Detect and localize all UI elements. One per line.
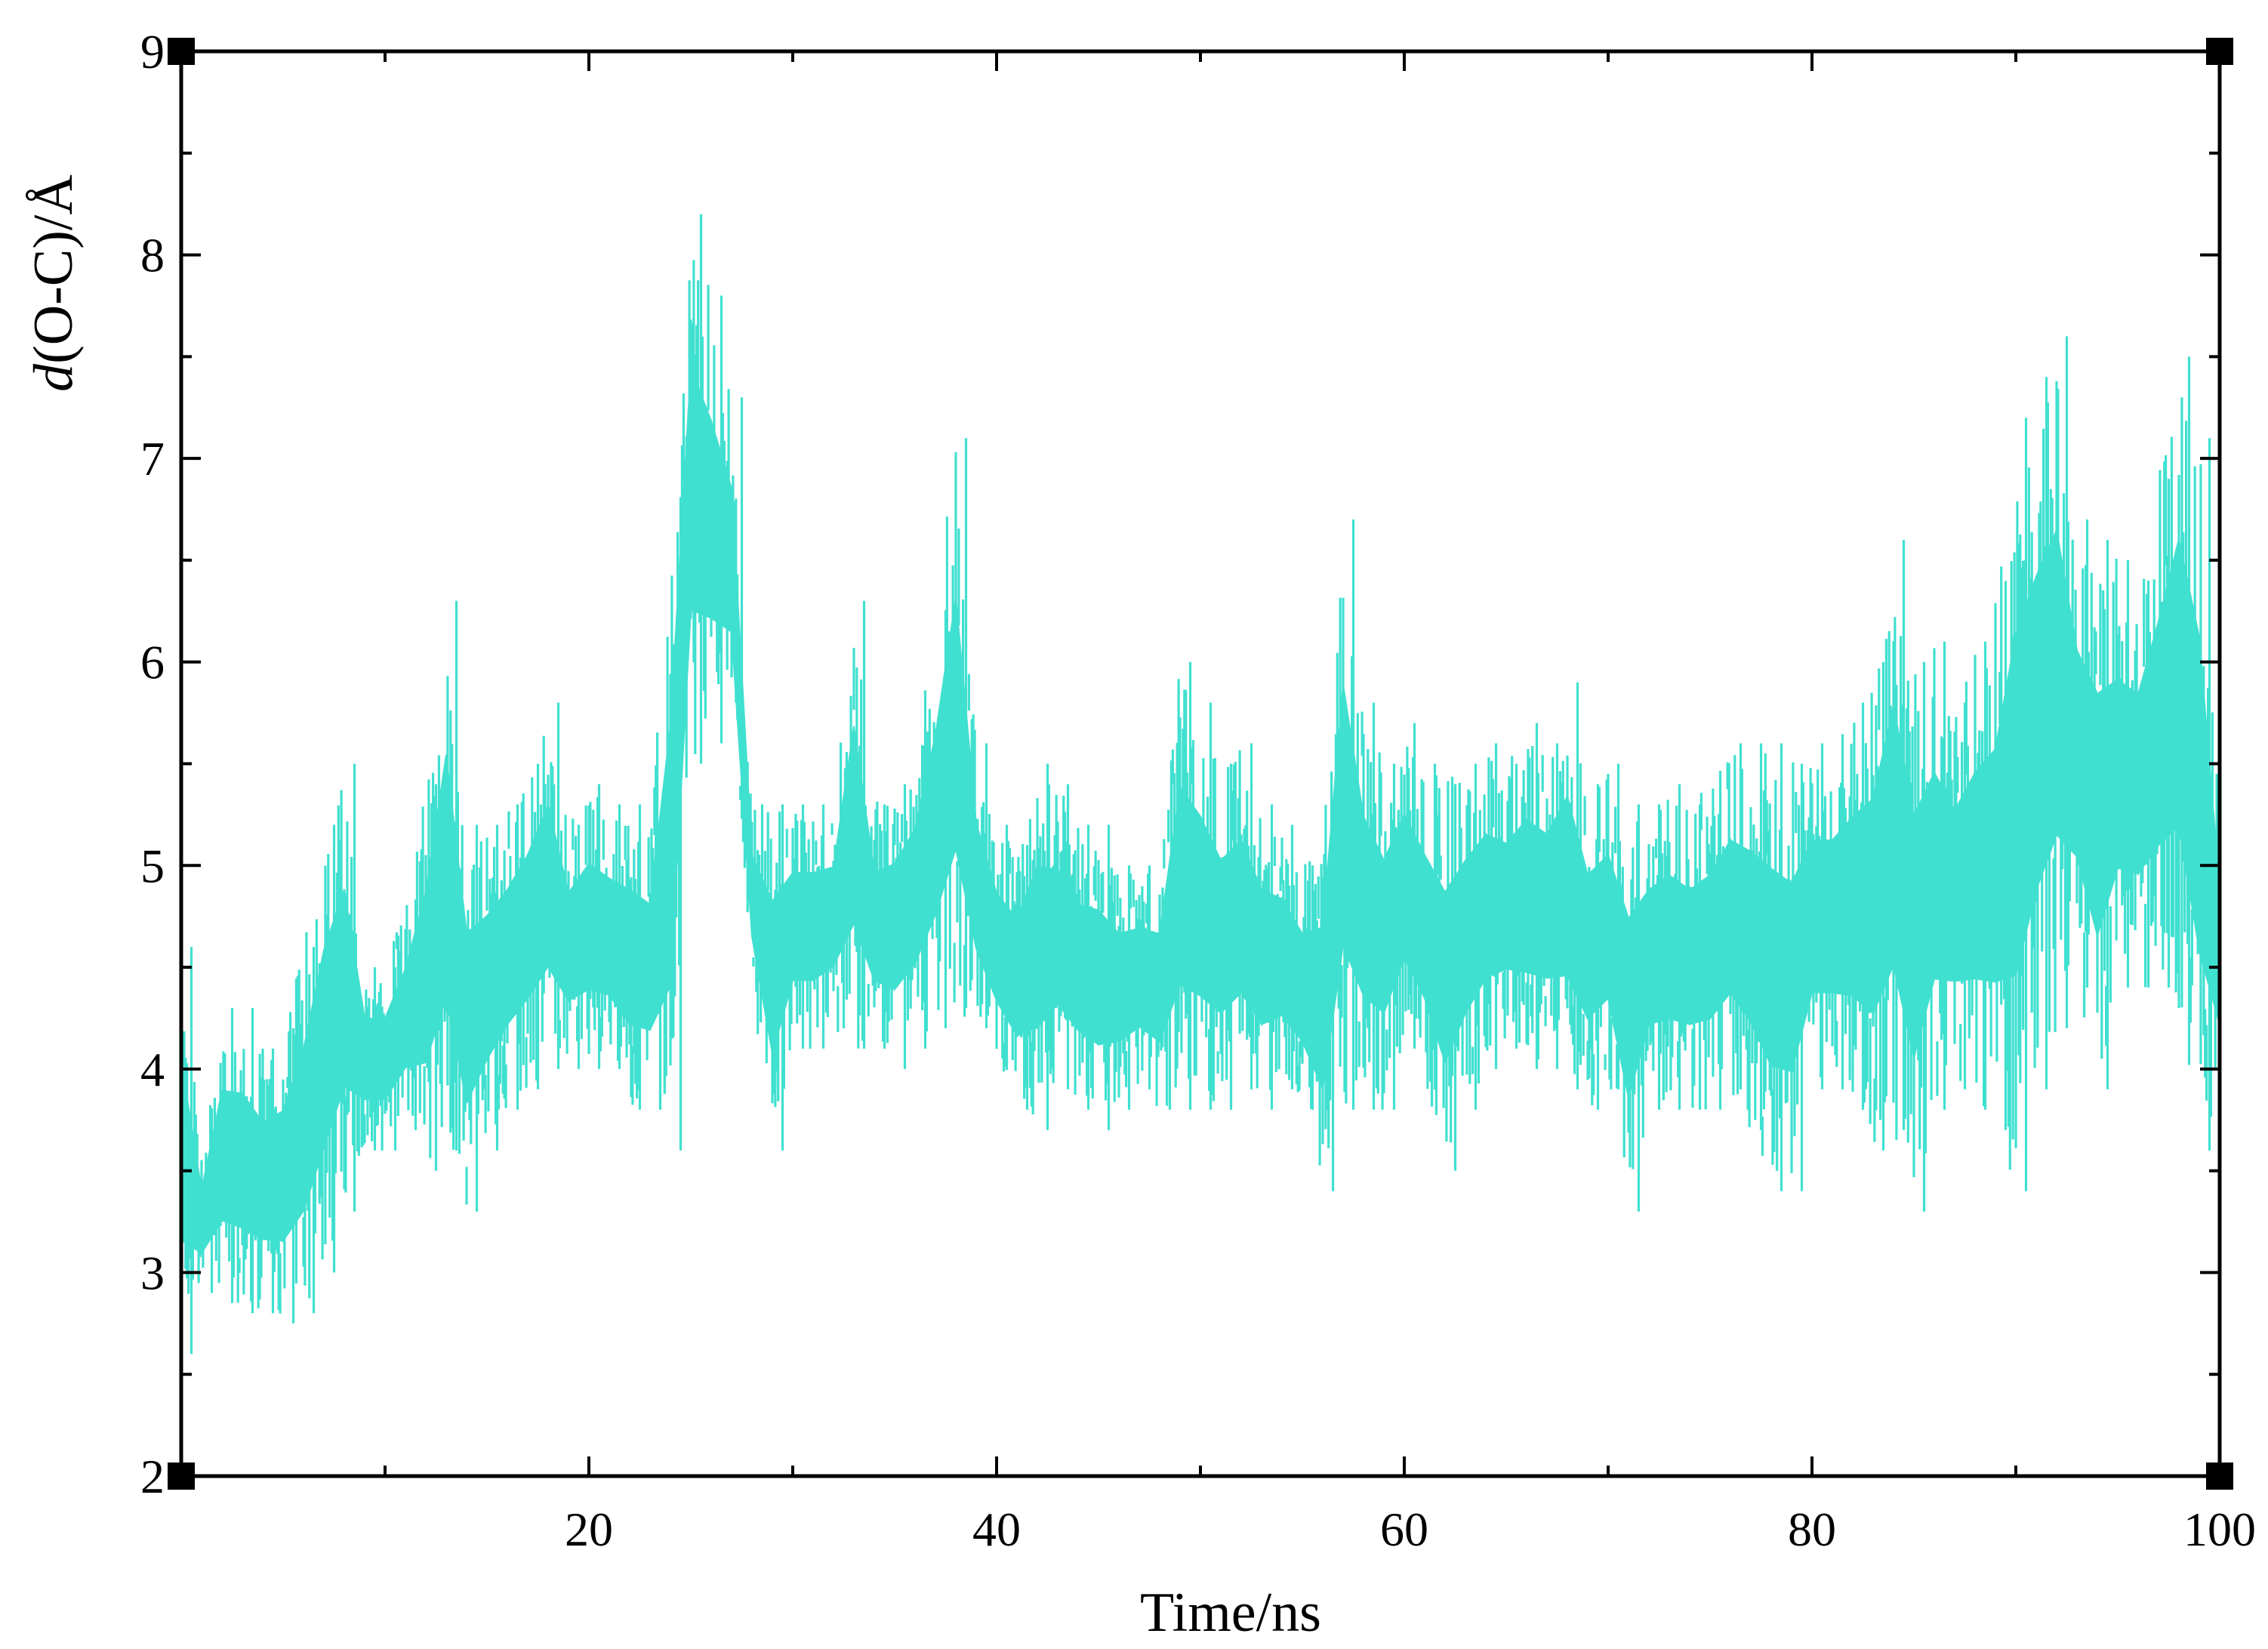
corner-marker [168, 1463, 195, 1490]
data-core-band-segment [1974, 747, 1996, 983]
x-axis-label: Time/ns [1140, 1582, 1321, 1644]
data-core-band-segment [1852, 797, 1874, 1016]
data-core-band-segment [2117, 678, 2139, 875]
x-tick-label: 80 [1788, 1503, 1836, 1556]
x-tick-label: 100 [2183, 1503, 2256, 1556]
y-tick-label: 9 [140, 25, 165, 79]
y-tick-label: 6 [140, 636, 165, 689]
data-core-band-segment [812, 866, 834, 982]
y-axis-label-rest: (O-C)/Å [23, 174, 85, 364]
y-tick-label: 4 [140, 1043, 165, 1096]
data-core-band-segment [2035, 529, 2057, 890]
y-axis-label: d(O-C)/Å [23, 174, 85, 392]
data-core-band-segment [1220, 838, 1242, 1015]
data-core-band-segment [1098, 908, 1120, 1046]
data-core-band-segment [1526, 818, 1548, 979]
data-core-band-segment [1730, 839, 1752, 1025]
data-core-band-segment [1179, 784, 1201, 997]
data-core-band-segment [1485, 833, 1507, 979]
data-core-band-segment [1934, 772, 1955, 982]
y-tick-label: 3 [140, 1246, 165, 1299]
data-core-band-segment [1770, 867, 1792, 1073]
x-tick-label: 20 [565, 1503, 613, 1556]
y-tick-label: 8 [140, 229, 165, 282]
data-core-band-segment [1811, 839, 1833, 994]
axis-tick-labels: 20 40 60 80 100 2 3 4 5 6 7 8 9 [140, 25, 2256, 1556]
y-axis-label-italic: d [23, 363, 85, 392]
data-core-band-segment [1077, 903, 1099, 1046]
series-layer [180, 214, 2220, 1355]
data-core-band-segment [1669, 874, 1690, 1025]
data-core-band-segment [1139, 926, 1160, 1043]
corner-marker [2206, 38, 2233, 65]
data-core-band-segment [1587, 852, 1609, 1021]
data-core-band-segment [221, 1090, 243, 1229]
y-tick-label: 2 [140, 1450, 165, 1503]
corner-marker [168, 38, 195, 65]
data-core-band-segment [1118, 926, 1140, 1043]
data-core-band-segment [1689, 874, 1711, 1025]
data-core-band-segment [629, 888, 651, 1031]
frame-corner-markers [168, 38, 2233, 1490]
data-core-band-segment [1261, 889, 1283, 1026]
data-core-band-segment [1648, 874, 1670, 1025]
data-core-band-segment [364, 1018, 386, 1100]
data-core-band-segment [874, 862, 895, 991]
x-tick-label: 60 [1380, 1503, 1428, 1556]
corner-marker [2206, 1463, 2233, 1490]
data-core-band-segment [1037, 865, 1059, 1030]
data-core-band-segment [1505, 818, 1527, 973]
data-core-band-segment [262, 1109, 284, 1242]
data-core-band-segment [792, 872, 814, 982]
data-core-band-segment [588, 862, 610, 997]
y-tick-label: 7 [140, 432, 165, 485]
x-tick-label: 40 [972, 1503, 1021, 1556]
data-core-band-segment [1954, 772, 1976, 982]
y-tick-label: 5 [140, 839, 165, 892]
data-core-band-segment [1832, 814, 1854, 997]
